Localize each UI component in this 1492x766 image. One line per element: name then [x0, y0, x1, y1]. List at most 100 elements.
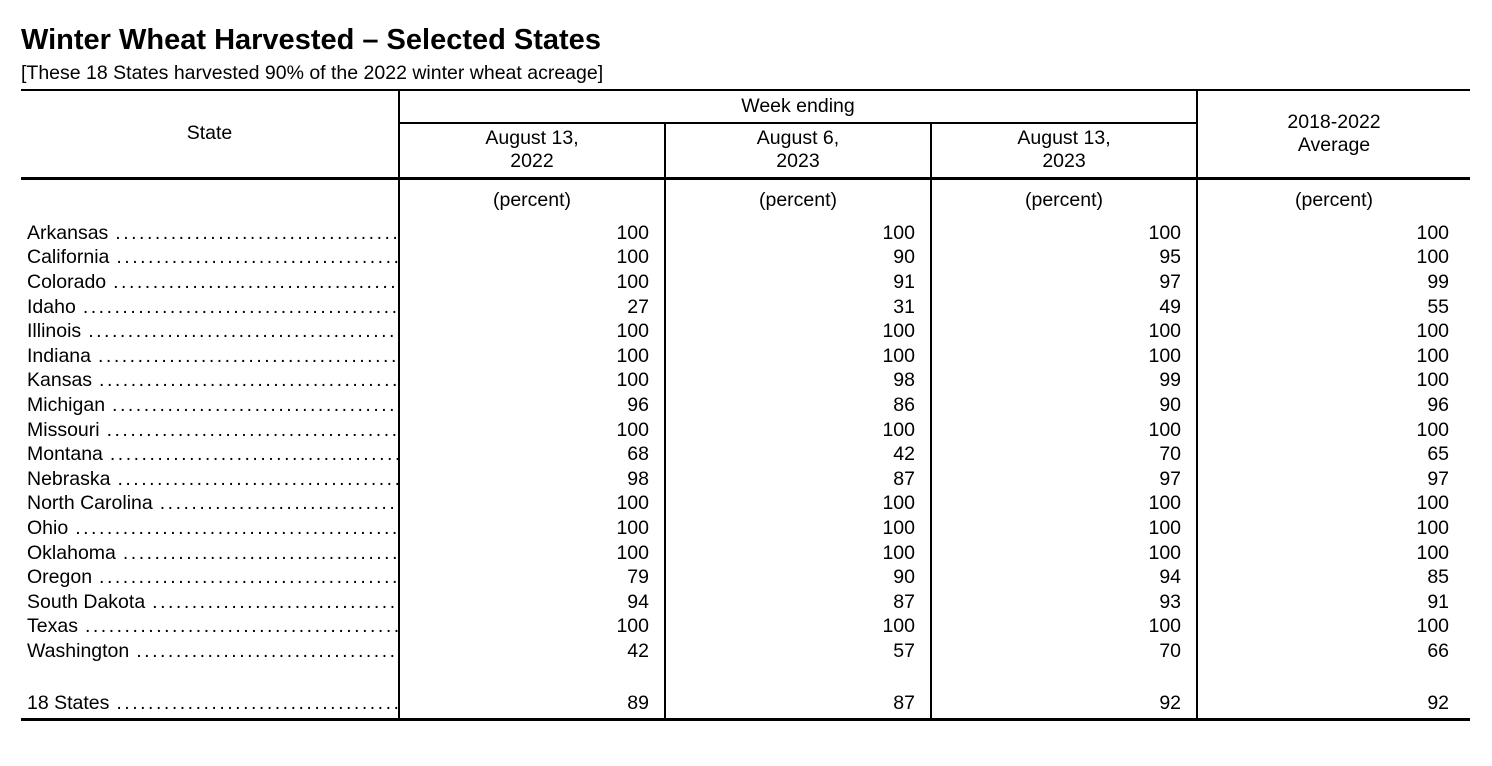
value-average: 66 [1427, 639, 1450, 662]
value-aug13-2022: 100 [399, 343, 666, 369]
total-value-aug13-2023: 92 [931, 689, 1199, 720]
dot-leader: ........................................… [122, 541, 399, 564]
value-aug13-2023: 49 [931, 294, 1199, 320]
value-aug6-2023: 100 [665, 319, 932, 344]
state-cell: Michigan................................… [21, 393, 400, 418]
value-aug13-2022: 27 [399, 294, 666, 320]
table-row: Nebraska................................… [21, 466, 1470, 492]
column-header-aug13-2023: August 13, 2023 [931, 123, 1199, 180]
value-average: 65 [1427, 443, 1450, 466]
total-label-cell: 18 States...............................… [21, 689, 400, 720]
table-row: California..............................… [21, 245, 1470, 271]
state-name: Nebraska [27, 467, 111, 490]
state-cell: South Dakota............................… [21, 589, 400, 615]
value-average: 100 [1416, 344, 1450, 367]
value-average: 100 [1416, 418, 1450, 441]
state-name: North Carolina [27, 492, 153, 515]
state-column-header: State [21, 90, 400, 180]
value-aug13-2023: 100 [931, 516, 1199, 541]
table-row: Indiana.................................… [21, 343, 1470, 369]
total-value-average: 92 [1427, 692, 1450, 715]
state-cell: Washington..............................… [21, 639, 400, 664]
value-aug13-2022: 100 [399, 491, 666, 517]
dot-leader: ........................................… [84, 615, 397, 638]
table-row: Oklahoma................................… [21, 540, 1470, 566]
value-aug6-2023: 100 [665, 417, 932, 443]
column-header-aug6-2023: August 6, 2023 [665, 123, 932, 180]
total-label: 18 States [27, 692, 110, 715]
value-aug13-2022: 96 [399, 393, 666, 418]
state-name: Colorado [27, 270, 107, 293]
state-name: Illinois [27, 320, 82, 343]
dot-leader: ........................................… [112, 393, 398, 416]
dot-leader: ........................................… [116, 246, 397, 269]
value-average: 100 [1416, 615, 1450, 638]
table-row: Montana.................................… [21, 442, 1470, 467]
value-aug13-2023: 100 [931, 614, 1199, 640]
value-average: 100 [1416, 221, 1450, 244]
value-aug13-2023: 100 [931, 417, 1199, 443]
total-value-aug6-2023: 87 [665, 689, 932, 720]
table-row: Texas...................................… [21, 614, 1470, 640]
value-aug13-2022: 100 [399, 614, 666, 640]
state-cell: North Carolina..........................… [21, 491, 400, 517]
value-average: 100 [1416, 492, 1450, 515]
table-row: Oregon..................................… [21, 565, 1470, 590]
state-name: South Dakota [27, 590, 146, 613]
state-name: California [27, 246, 110, 269]
unit-label: (percent) [1295, 188, 1374, 211]
value-aug6-2023: 100 [665, 516, 932, 541]
value-aug13-2023: 95 [931, 245, 1199, 271]
value-aug13-2022: 100 [399, 540, 666, 566]
spacer-row [21, 663, 1470, 690]
value-average: 100 [1416, 320, 1450, 343]
dot-leader: ........................................… [116, 692, 397, 715]
state-name: Ohio [27, 516, 69, 539]
value-average: 99 [1427, 270, 1450, 293]
value-aug13-2022: 42 [399, 639, 666, 664]
table-footer: 18 States...............................… [21, 663, 1470, 720]
value-aug13-2022: 100 [399, 417, 666, 443]
value-aug13-2023: 94 [931, 565, 1199, 590]
table-row: North Carolina..........................… [21, 491, 1470, 517]
table-row: Michigan................................… [21, 393, 1470, 418]
value-aug6-2023: 100 [665, 343, 932, 369]
value-average: 85 [1427, 566, 1450, 589]
state-cell: Indiana.................................… [21, 343, 400, 369]
value-aug6-2023: 98 [665, 368, 932, 394]
value-average: 91 [1427, 590, 1450, 613]
state-cell: Montana.................................… [21, 442, 400, 467]
value-aug6-2023: 42 [665, 442, 932, 467]
header-row-dates: August 13, 2022 August 6, 2023 August 13… [21, 123, 1470, 180]
page-subtitle: [These 18 States harvested 90% of the 20… [21, 62, 604, 84]
state-name: Texas [27, 615, 78, 638]
dot-leader: ........................................… [115, 221, 397, 244]
state-name: Washington [27, 639, 130, 662]
dot-leader: ........................................… [97, 344, 399, 367]
value-average: 96 [1427, 393, 1450, 416]
unit-row-state-spacer [21, 178, 400, 221]
value-average: 100 [1416, 369, 1450, 392]
value-average: 97 [1427, 467, 1450, 490]
week-ending-header: Week ending [399, 90, 1198, 124]
value-aug6-2023: 87 [665, 589, 932, 615]
value-average: 55 [1427, 295, 1450, 318]
table-body: Arkansas................................… [21, 221, 1470, 664]
state-name: Montana [27, 443, 103, 466]
table-row: Ohio....................................… [21, 516, 1470, 541]
value-aug13-2023: 100 [931, 319, 1199, 344]
value-average: 100 [1416, 516, 1450, 539]
value-aug13-2022: 94 [399, 589, 666, 615]
value-aug13-2022: 100 [399, 319, 666, 344]
state-cell: Arkansas................................… [21, 221, 400, 246]
dot-leader: ........................................… [75, 516, 399, 539]
value-aug13-2023: 90 [931, 393, 1199, 418]
value-aug13-2023: 70 [931, 639, 1199, 664]
table-row: Missouri................................… [21, 417, 1470, 443]
unit-row: (percent) (percent) (percent) (percent) [21, 178, 1470, 221]
table-row: Washington..............................… [21, 639, 1470, 664]
state-name: Indiana [27, 344, 91, 367]
value-aug6-2023: 100 [665, 221, 932, 246]
value-aug13-2022: 100 [399, 270, 666, 295]
average-column-header: 2018-2022 Average [1196, 90, 1471, 180]
